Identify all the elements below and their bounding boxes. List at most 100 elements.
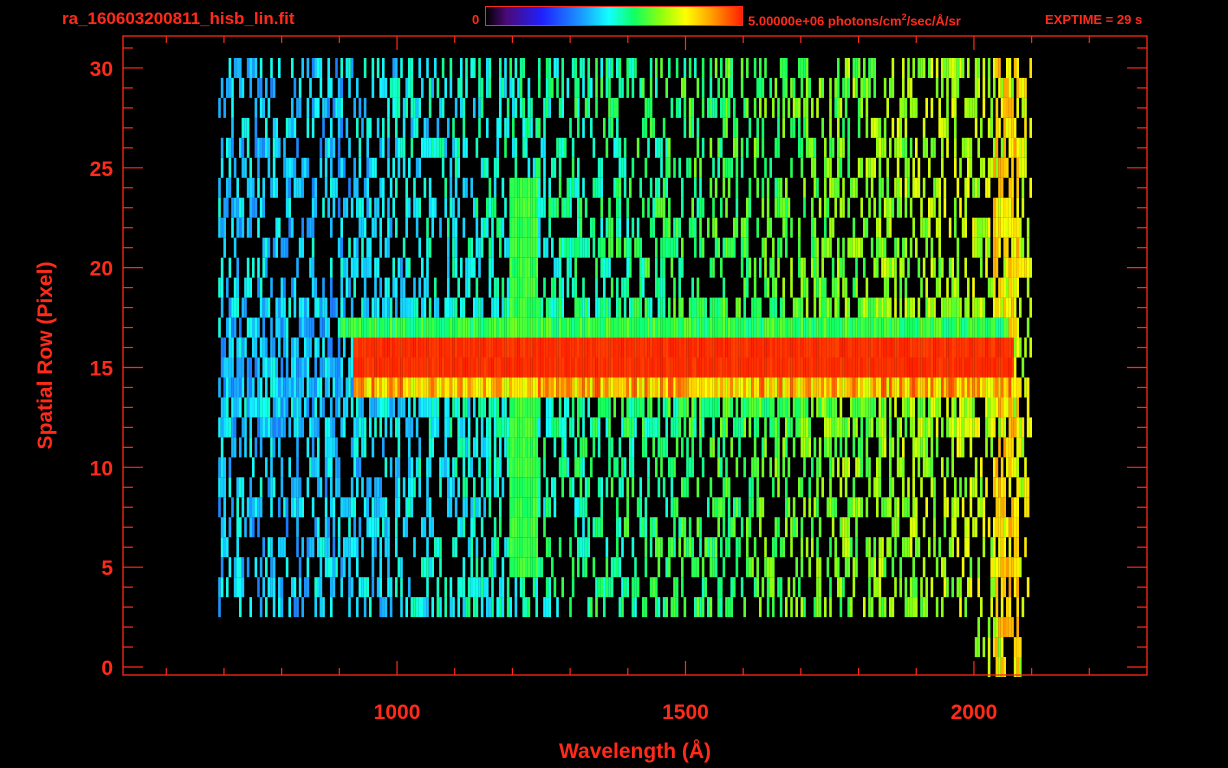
heatmap-cell xyxy=(847,197,850,218)
heatmap-cell xyxy=(577,337,580,358)
heatmap-cell xyxy=(800,397,804,418)
heatmap-cell xyxy=(712,397,715,418)
heatmap-cell xyxy=(917,177,921,198)
heatmap-cell xyxy=(504,317,507,338)
heatmap-cell xyxy=(701,337,705,358)
heatmap-cell xyxy=(909,577,913,598)
heatmap-cell xyxy=(228,157,232,178)
heatmap-cell xyxy=(600,77,603,98)
heatmap-cell xyxy=(787,357,791,378)
heatmap-cell xyxy=(909,137,913,158)
heatmap-cell xyxy=(696,317,700,338)
heatmap-cell xyxy=(954,417,957,438)
heatmap-cell xyxy=(899,577,902,598)
heatmap-cell xyxy=(813,237,817,258)
heatmap-cell xyxy=(951,577,954,598)
heatmap-cell xyxy=(592,237,596,258)
heatmap-cell xyxy=(525,277,528,298)
heatmap-cell xyxy=(657,537,661,558)
heatmap-cell xyxy=(512,517,515,538)
heatmap-cell xyxy=(389,337,393,358)
heatmap-cell xyxy=(1024,497,1027,518)
x-tick-label: 2000 xyxy=(951,701,998,724)
heatmap-cell xyxy=(436,397,440,418)
heatmap-cell xyxy=(639,277,642,298)
heatmap-cell xyxy=(249,77,252,98)
heatmap-cell xyxy=(496,477,499,498)
heatmap-cell xyxy=(371,577,375,598)
heatmap-cell xyxy=(759,337,762,358)
heatmap-cell xyxy=(616,537,619,558)
heatmap-cell xyxy=(865,277,869,298)
heatmap-cell xyxy=(376,117,380,138)
heatmap-cell xyxy=(395,497,398,518)
heatmap-cell xyxy=(899,177,902,198)
heatmap-cell xyxy=(280,357,284,378)
heatmap-cell xyxy=(733,357,736,378)
heatmap-cell xyxy=(400,397,403,418)
heatmap-cell xyxy=(327,537,330,558)
heatmap-cell xyxy=(621,317,624,338)
heatmap-cell xyxy=(478,497,481,518)
heatmap-cell xyxy=(571,377,575,398)
heatmap-cell xyxy=(408,377,411,398)
heatmap-cell xyxy=(561,377,564,398)
heatmap-cell xyxy=(514,477,518,498)
heatmap-cell xyxy=(314,417,317,438)
heatmap-cell xyxy=(257,137,260,158)
heatmap-cell xyxy=(491,357,494,378)
heatmap-cell xyxy=(753,457,757,478)
heatmap-cell xyxy=(366,477,369,498)
heatmap-cell xyxy=(298,377,302,398)
heatmap-cell xyxy=(556,257,559,278)
heatmap-cell xyxy=(857,317,861,338)
heatmap-cell xyxy=(917,317,921,338)
heatmap-cell xyxy=(925,297,928,318)
heatmap-cell xyxy=(306,397,310,418)
heatmap-cell xyxy=(486,457,489,478)
heatmap-cell xyxy=(837,377,840,398)
heatmap-cell xyxy=(699,217,702,238)
heatmap-cell xyxy=(543,157,546,178)
heatmap-cell xyxy=(662,237,666,258)
heatmap-cell xyxy=(873,337,876,358)
heatmap-cell xyxy=(444,137,447,158)
heatmap-cell xyxy=(969,157,973,178)
heatmap-cell xyxy=(766,577,770,598)
heatmap-cell xyxy=(681,517,684,538)
heatmap-cell xyxy=(579,497,583,518)
heatmap-cell xyxy=(860,497,863,518)
heatmap-cell xyxy=(704,297,707,318)
heatmap-cell xyxy=(1019,297,1022,318)
heatmap-cell xyxy=(847,157,850,178)
heatmap-cell xyxy=(226,197,229,218)
heatmap-cell xyxy=(844,357,848,378)
heatmap-cell xyxy=(930,397,934,418)
heatmap-cell xyxy=(447,277,450,298)
heatmap-cell xyxy=(642,397,645,418)
heatmap-cell xyxy=(922,337,926,358)
heatmap-cell xyxy=(829,137,832,158)
heatmap-cell xyxy=(475,137,479,158)
heatmap-cell xyxy=(246,397,250,418)
heatmap-cell xyxy=(834,557,837,578)
heatmap-cell xyxy=(616,497,619,518)
heatmap-cell xyxy=(569,537,572,558)
heatmap-cell xyxy=(642,517,645,538)
heatmap-cell xyxy=(384,597,388,618)
heatmap-cell xyxy=(873,257,876,278)
heatmap-cell xyxy=(933,177,936,198)
heatmap-cell xyxy=(275,137,278,158)
heatmap-cell xyxy=(987,657,991,677)
heatmap-cell xyxy=(961,337,965,358)
heatmap-cell xyxy=(1000,397,1004,418)
heatmap-cell xyxy=(629,257,632,278)
heatmap-cell xyxy=(668,197,671,218)
heatmap-cell xyxy=(701,237,705,258)
heatmap-cell xyxy=(839,437,843,458)
heatmap-cell xyxy=(241,297,245,318)
heatmap-cell xyxy=(439,457,442,478)
heatmap-cell xyxy=(1026,477,1030,498)
heatmap-cell xyxy=(816,177,819,198)
heatmap-cell xyxy=(535,237,538,258)
